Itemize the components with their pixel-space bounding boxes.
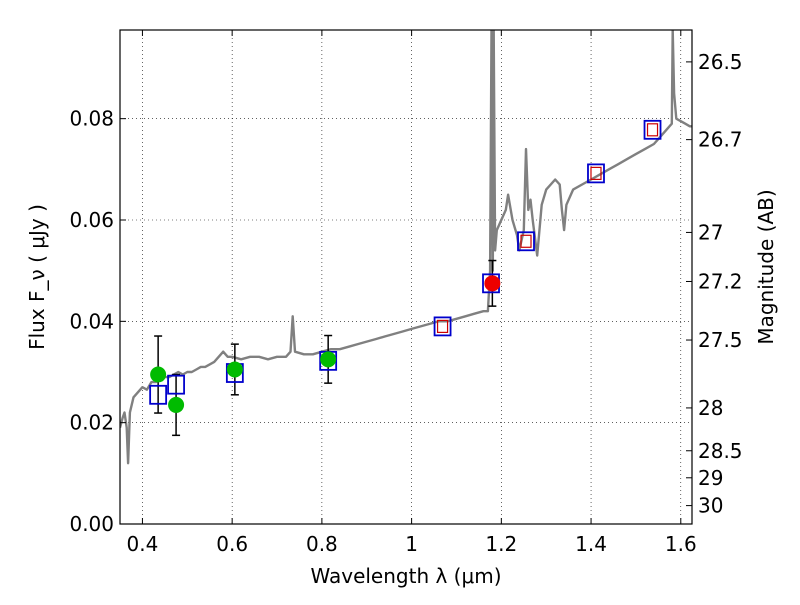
model-flux-square [587, 163, 605, 184]
x-tick-label: 1.2 [485, 532, 517, 556]
red-open-marker [646, 123, 659, 137]
right-axis-label: Magnitude (AB) [754, 189, 778, 344]
model-flux-square [643, 119, 662, 140]
green-data-point [150, 366, 167, 383]
mag-tick-label: 27 [698, 220, 723, 244]
mag-tick-label: 26.7 [698, 128, 743, 152]
mag-tick-label: 28.5 [698, 439, 743, 463]
red-open-marker [590, 166, 602, 180]
y-axis-label: Flux F_ν ( μJy ) [25, 204, 49, 350]
y-tick-label: 0.06 [69, 208, 114, 232]
grid-lines [120, 30, 692, 524]
model-flux-square [149, 384, 168, 405]
green-data-point [168, 396, 185, 413]
mag-tick-label: 29 [698, 466, 723, 490]
y-tick-label: 0.08 [69, 107, 114, 131]
model-flux-square [167, 374, 185, 395]
mag-tick-label: 27.5 [698, 328, 743, 352]
y-tick-label: 0.02 [69, 411, 114, 435]
x-tick-label: 0.6 [216, 532, 248, 556]
red-open-marker [436, 319, 449, 333]
x-axis-label: Wavelength λ (μm) [310, 564, 501, 588]
mag-tick-label: 28 [698, 396, 723, 420]
x-tick-label: 1.6 [665, 532, 697, 556]
x-tick-label: 0.4 [127, 532, 159, 556]
x-tick-label: 1.4 [575, 532, 607, 556]
axis-ticks: 0.4 0.6 0.8 1 1.2 1.4 1.6 0.00 0.02 0.04 0.06 0.08 2… [69, 30, 743, 556]
model-flux-square [517, 231, 535, 252]
x-tick-label: 0.8 [306, 532, 338, 556]
plot-frame [119, 29, 693, 525]
red-open-marker [520, 234, 532, 248]
red-data-point [484, 275, 501, 292]
data-markers [149, 119, 662, 413]
green-data-point [226, 361, 243, 378]
green-data-point [320, 351, 337, 368]
mag-tick-label: 26.5 [698, 50, 743, 74]
y-tick-label: 0.04 [69, 309, 114, 333]
mag-tick-label: 30 [698, 494, 723, 518]
x-tick-label: 1 [405, 532, 418, 556]
model-flux-square [433, 316, 452, 337]
y-tick-label: 0.00 [69, 512, 114, 536]
mag-tick-label: 27.2 [698, 269, 743, 293]
error-bars [154, 259, 497, 437]
